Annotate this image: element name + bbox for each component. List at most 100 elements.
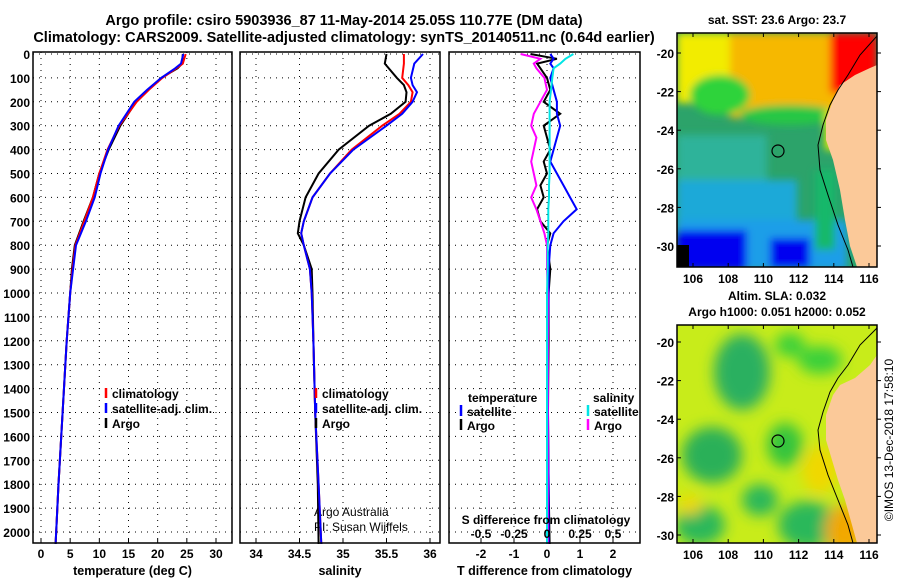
x-tick-label: 1 (577, 547, 584, 561)
sla-map-title: Altim. SLA: 0.032 (728, 289, 826, 303)
profile-panel-3: -2 -1 0 1 2 T difference from climatology temp… (448, 51, 641, 578)
plot-frame (32, 51, 233, 544)
y-tick-label: 2000 (3, 526, 30, 540)
legend-label: Argo (467, 419, 495, 433)
x-tick-label: -2 (476, 547, 487, 561)
x-tick-label: 30 (209, 547, 223, 561)
x-tick-label: 20 (151, 547, 165, 561)
land (826, 33, 877, 267)
y-tick-label: -22 (657, 86, 675, 100)
y-tick-label: 1900 (3, 502, 30, 516)
y-tick-label: 400 (10, 144, 30, 158)
y-tick-label: -26 (657, 452, 675, 466)
series-line-salinity-satellite (546, 53, 574, 544)
pi-credit: PI: Susan Wijffels (314, 520, 408, 534)
x-tick-label: 35 (336, 547, 350, 561)
x-tick-label: 114 (824, 548, 844, 562)
x-tick-label: 106 (683, 272, 703, 286)
map-axes-2: 106 108 110 112 114 116 -20 -22 -24 -26 -28 -30 (657, 325, 881, 562)
y-tick-label: 1300 (3, 359, 30, 373)
x-tick-label: 116 (859, 272, 879, 286)
profile-panel-1: 0 5 10 15 20 25 300100200300400500600700800900… (3, 48, 233, 578)
series-line-climatology (54, 53, 187, 545)
y-tick-label: -20 (657, 336, 675, 350)
argo-location-marker (771, 144, 785, 158)
y-tick-label: -24 (657, 124, 675, 138)
x-tick-label: -1 (509, 547, 520, 561)
y-tick-label: 300 (10, 120, 30, 134)
y-tick-label: -30 (657, 529, 675, 543)
legend-label: satellite (467, 405, 512, 419)
x-tick-label: 114 (824, 272, 844, 286)
x-tick-label: 112 (789, 548, 809, 562)
x-axis-label: salinity (318, 564, 361, 578)
x-tick-label: 110 (754, 548, 774, 562)
series-line-argo (296, 53, 408, 545)
land (826, 355, 877, 543)
y-tick-label: 100 (10, 72, 30, 86)
x2-tick-label: 0 (544, 527, 551, 541)
x-tick-label: 108 (718, 272, 738, 286)
sst-map-frame (676, 32, 878, 268)
x2-tick-label: -0.5 (471, 527, 492, 541)
x-tick-label: 15 (122, 547, 136, 561)
y-tick-label: 1200 (3, 335, 30, 349)
x-tick-label: 108 (718, 548, 738, 562)
x-tick-label: 110 (754, 272, 774, 286)
legend-heading-salinity: salinity (593, 391, 635, 405)
legend-label: Argo (322, 417, 350, 431)
y-tick-label: -30 (657, 240, 675, 254)
legend-label: climatology (322, 387, 389, 401)
title-line-2: Climatology: CARS2009. Satellite-adjuste… (33, 30, 654, 46)
y-tick-label: 1700 (3, 454, 30, 468)
x-tick-label: 2 (610, 547, 617, 561)
x-axis-label: temperature (deg C) (73, 564, 192, 578)
x-tick-label: 106 (683, 548, 703, 562)
x-tick-label: 5 (67, 547, 74, 561)
series-line-temperature-satellite (547, 53, 578, 544)
series-line-satellite-adj-clim- (300, 53, 424, 545)
x-tick-label: 10 (93, 547, 107, 561)
sst-map (677, 33, 877, 267)
x-tick-label: 34 (249, 547, 263, 561)
y-tick-label: -26 (657, 163, 675, 177)
y-tick-label: 1100 (4, 311, 30, 325)
x-tick-label: 112 (789, 272, 809, 286)
y-tick-label: 800 (10, 239, 30, 253)
y-tick-label: 200 (10, 96, 30, 110)
x-tick-label: 34.5 (288, 547, 312, 561)
y-tick-label: 1000 (3, 287, 30, 301)
y-tick-label: 1600 (3, 430, 30, 444)
sla-map-subtitle: Argo h1000: 0.051 h2000: 0.052 (688, 305, 866, 319)
y-tick-label: -24 (657, 413, 675, 427)
argo-location-marker (771, 434, 785, 448)
x-tick-label: 36 (423, 547, 437, 561)
x-axis-label: T difference from climatology (457, 564, 632, 578)
x-tick-label: 0 (38, 547, 45, 561)
x-tick-label: 35.5 (375, 547, 399, 561)
y-tick-label: 0 (23, 48, 30, 62)
legend-label: Argo (594, 419, 622, 433)
profile-panel-2: 34 34.5 35 35.5 36 salinity climatologysatelli… (239, 51, 441, 578)
x-tick-label: 116 (859, 548, 879, 562)
y-tick-label: -28 (657, 201, 675, 215)
legend-label: satellite (594, 405, 639, 419)
legend-heading-temperature: temperature (468, 391, 538, 405)
legend-label: satellite-adj. clim. (112, 402, 212, 416)
y-tick-label: 600 (10, 191, 30, 205)
imos-credit: ©IMOS 13-Dec-2018 17:58:10 (882, 359, 896, 522)
series-line-satellite-adj-clim- (54, 53, 185, 545)
y-tick-label: -22 (657, 375, 675, 389)
y-tick-label: 500 (10, 168, 30, 182)
y-tick-label: 1400 (3, 383, 30, 397)
plot-frame (448, 51, 641, 544)
x2-tick-label: -0.25 (500, 527, 528, 541)
title-line-1: Argo profile: csiro 5903936_87 11-May-20… (105, 13, 582, 29)
x2-axis-label: S difference from climatology (462, 513, 631, 527)
argo-australia-credit: Argo Australia (314, 505, 389, 519)
legend-label: satellite-adj. clim. (322, 402, 422, 416)
y-tick-label: -28 (657, 490, 675, 504)
x-tick-label: 0 (544, 547, 551, 561)
legend-label: Argo (112, 417, 140, 431)
